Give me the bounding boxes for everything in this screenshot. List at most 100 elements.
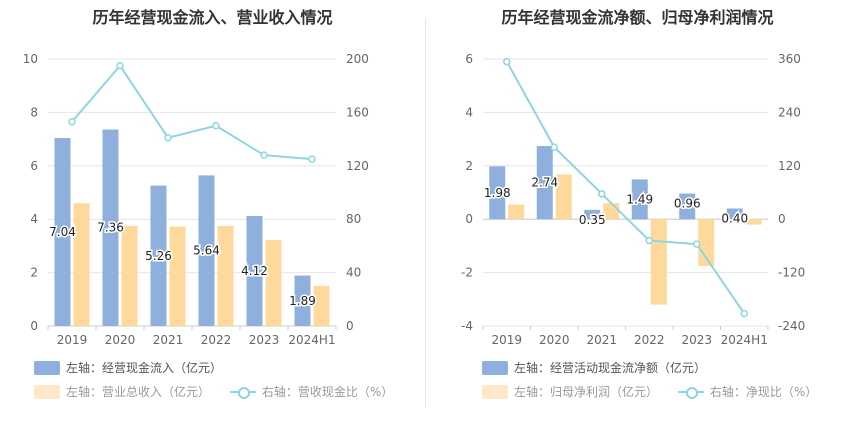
chart-title: 历年经营现金流入、营业收入情况 bbox=[92, 8, 333, 27]
bar-data-label: 0.35 bbox=[579, 213, 606, 227]
y-tick-left: 0 bbox=[465, 212, 473, 226]
legend-row: 左轴：归母净利润（亿元） 右轴：净现比（%） bbox=[482, 383, 833, 399]
bar-data-label: 1.49 bbox=[626, 192, 653, 206]
bar-secondary bbox=[650, 219, 667, 305]
bar-secondary bbox=[603, 203, 620, 220]
y-tick-right: 360 bbox=[778, 52, 801, 66]
bar-data-label: 1.89 bbox=[289, 294, 316, 308]
panel-divider bbox=[425, 18, 426, 408]
x-tick-label: 2021 bbox=[153, 333, 184, 347]
ratio-line bbox=[71, 64, 313, 161]
bar-primary bbox=[631, 179, 648, 220]
bar-data-label: 5.26 bbox=[145, 249, 172, 263]
y-tick-right: 120 bbox=[346, 159, 369, 173]
bar-primary bbox=[102, 129, 119, 326]
bar-data-label: 1.98 bbox=[484, 186, 511, 200]
ratio-line bbox=[505, 61, 746, 315]
y-tick-right: -120 bbox=[778, 266, 805, 280]
bar-secondary bbox=[555, 174, 572, 220]
y-tick-right: 0 bbox=[346, 319, 354, 333]
legend-item-net-profit[interactable]: 左轴：归母净利润（亿元） bbox=[482, 383, 658, 400]
x-tick-label: 2020 bbox=[539, 333, 570, 347]
ratio-point bbox=[598, 190, 606, 198]
chart-panel-left: 历年经营现金流入、营业收入情况 0 2 4 6 8 10 0 40 80 120 160 200 201… bbox=[23, 8, 409, 399]
y-tick-right: 80 bbox=[346, 212, 361, 226]
y-tick-right: 120 bbox=[778, 159, 801, 173]
bar-primary bbox=[150, 185, 167, 326]
bar-data-label: 7.36 bbox=[97, 221, 124, 235]
bar-data-label: 7.04 bbox=[49, 225, 76, 239]
legend-row: 左轴：经营现金流入（亿元） bbox=[34, 359, 238, 375]
legend-row: 左轴：营业总收入（亿元） 右轴：营收现金比（%） bbox=[34, 383, 409, 399]
legend-item-cash-ratio[interactable]: 右轴：营收现金比（%） bbox=[229, 383, 393, 400]
bar-data-label: 4.12 bbox=[241, 264, 268, 278]
bar-primary bbox=[584, 209, 601, 220]
legend-line-icon bbox=[229, 385, 256, 399]
bar-data-label: 0.40 bbox=[721, 212, 748, 226]
bar-secondary bbox=[508, 204, 525, 220]
legend-item-net-cash-ratio[interactable]: 右轴：净现比（%） bbox=[677, 383, 817, 400]
y-tick-left: 2 bbox=[30, 266, 38, 280]
bar-secondary bbox=[745, 219, 762, 225]
ratio-point bbox=[503, 57, 511, 66]
x-tick-label: 2023 bbox=[681, 333, 712, 347]
legend-item-revenue[interactable]: 左轴：营业总收入（亿元） bbox=[34, 383, 210, 400]
y-tick-left: 0 bbox=[30, 319, 38, 333]
bar-secondary bbox=[217, 225, 234, 326]
ratio-point bbox=[308, 155, 316, 163]
bar-secondary bbox=[265, 240, 282, 326]
y-tick-left: 4 bbox=[30, 212, 38, 226]
legend-item-net-cash-flow[interactable]: 左轴：经营活动现金流净额（亿元） bbox=[482, 359, 706, 376]
y-tick-left: -4 bbox=[461, 319, 473, 333]
bar-primary bbox=[198, 175, 215, 326]
chart-plot-left: 0 2 4 6 8 10 0 40 80 120 160 200 2019 2020 2021 2022 202… bbox=[23, 52, 369, 347]
ratio-point bbox=[693, 240, 701, 248]
x-tick-label: 2022 bbox=[634, 333, 665, 347]
bar-data-label: 5.64 bbox=[193, 244, 220, 258]
ratio-point bbox=[550, 143, 558, 151]
legend-swatch bbox=[482, 360, 508, 375]
bar-secondary bbox=[169, 226, 186, 326]
bar-data-label: 2.74 bbox=[531, 176, 558, 190]
legend-swatch bbox=[482, 384, 508, 399]
bar-primary bbox=[54, 138, 71, 326]
bar-secondary bbox=[73, 203, 90, 326]
chart-title: 历年经营现金流净额、归母净利润情况 bbox=[501, 8, 774, 27]
chart-panel-right: 历年经营现金流净额、归母净利润情况 -4 -2 0 2 4 6 -240 -120 0 120 24… bbox=[425, 0, 850, 437]
legend-row: 左轴：经营活动现金流净额（亿元） bbox=[482, 359, 722, 375]
y-tick-left: 10 bbox=[23, 52, 38, 66]
y-tick-right: 160 bbox=[346, 105, 369, 119]
legend-item-cash-inflow[interactable]: 左轴：经营现金流入（亿元） bbox=[34, 359, 222, 376]
x-tick-label: 2021 bbox=[586, 333, 617, 347]
ratio-point bbox=[116, 61, 124, 70]
ratio-point bbox=[740, 309, 748, 318]
y-tick-right: -240 bbox=[778, 319, 805, 333]
y-tick-right: 200 bbox=[346, 52, 369, 66]
y-tick-left: 6 bbox=[465, 52, 473, 66]
x-tick-label: 2024H1 bbox=[288, 333, 335, 347]
y-tick-left: 8 bbox=[30, 105, 38, 119]
y-tick-right: 0 bbox=[778, 212, 786, 226]
bar-primary bbox=[489, 166, 506, 220]
bar-secondary bbox=[121, 225, 138, 326]
bar-data-label: 0.96 bbox=[674, 197, 701, 211]
x-tick-label: 2024H1 bbox=[721, 333, 768, 347]
legend-swatch bbox=[34, 360, 60, 375]
ratio-point bbox=[68, 117, 76, 126]
x-tick-label: 2019 bbox=[491, 333, 522, 347]
ratio-point bbox=[645, 236, 653, 245]
bar-primary bbox=[536, 146, 553, 220]
y-tick-right: 240 bbox=[778, 105, 801, 119]
bar-secondary bbox=[313, 285, 330, 326]
y-tick-left: 6 bbox=[30, 159, 38, 173]
y-tick-right: 40 bbox=[346, 266, 361, 280]
bar-primary bbox=[726, 208, 743, 220]
y-tick-left: 2 bbox=[465, 159, 473, 173]
x-tick-label: 2019 bbox=[57, 333, 88, 347]
x-tick-label: 2023 bbox=[249, 333, 280, 347]
bar-secondary bbox=[698, 219, 715, 266]
legend-swatch bbox=[34, 384, 60, 399]
y-tick-left: 4 bbox=[465, 105, 473, 119]
chart-plot-right: -4 -2 0 2 4 6 -240 -120 0 120 240 360 2019 2020 2021 20… bbox=[461, 52, 805, 347]
ratio-point bbox=[164, 134, 172, 142]
